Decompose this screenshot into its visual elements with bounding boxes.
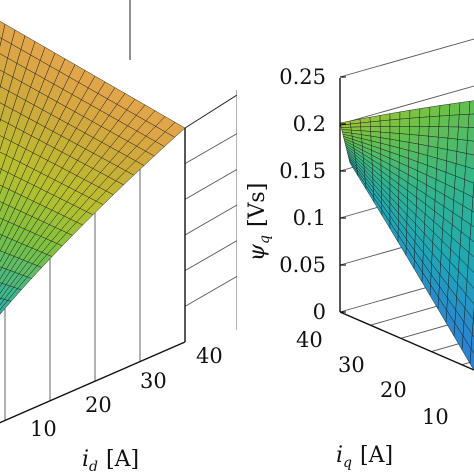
- right-surface-patch: [467, 113, 474, 128]
- left-surface-patch: [0, 69, 5, 87]
- z-tick-label: 0.05: [279, 253, 326, 277]
- right-surface-mesh: [339, 100, 474, 371]
- y-tick-label: 40: [296, 328, 323, 352]
- right-surface-patch: [470, 333, 474, 354]
- right-surface-patch: [469, 224, 474, 243]
- right-y-ticks: 40 30 20 10: [296, 328, 449, 429]
- left-wall-gridline: [184, 275, 237, 307]
- right-surface-patch: [465, 279, 474, 305]
- right-surface-patch: [428, 126, 440, 138]
- left-surface-plot: 10 20 30 40 id [A]: [0, 0, 237, 474]
- right-surface-patch: [419, 106, 431, 118]
- left-surface-mesh: [0, 21, 186, 315]
- right-z-axis-label: ψq[Vs]: [245, 183, 273, 262]
- y-tick-label: 30: [338, 353, 365, 377]
- right-surface-patch: [458, 100, 471, 116]
- right-surface-patch: [389, 126, 401, 134]
- left-surface-patch: [0, 234, 3, 241]
- right-surface-plot: 0 0.05 0.1 0.15 0.2 0.25 40 30 20 10 ψq[…: [245, 38, 474, 471]
- left-x-axis-label: id [A]: [82, 447, 139, 474]
- right-surface-patch: [370, 126, 381, 133]
- left-wall-grid: [184, 90, 237, 330]
- left-surface-patch: [0, 118, 1, 123]
- right-surface-patch: [379, 126, 391, 134]
- right-surface-patch: [399, 126, 410, 135]
- right-surface-patch: [419, 116, 430, 127]
- right-surface-patch: [418, 126, 430, 137]
- left-surface-patch: [0, 266, 3, 272]
- left-wall-gridline: [184, 204, 237, 236]
- right-surface-patch: [409, 126, 420, 136]
- right-z-ticks: 0 0.05 0.1 0.15 0.2 0.25: [279, 65, 326, 324]
- right-surface-patch: [360, 121, 371, 128]
- right-surface-patch: [439, 103, 451, 117]
- x-tick-label: 10: [30, 417, 57, 441]
- right-surface-patch: [456, 139, 468, 154]
- left-surface-patch: [0, 53, 8, 73]
- left-surface-patch: [0, 184, 4, 195]
- right-surface-patch: [437, 136, 449, 150]
- left-axis-box: [0, 128, 186, 424]
- right-surface-patch: [449, 102, 461, 116]
- left-surface-patch: [0, 312, 2, 315]
- right-surface-patch: [369, 120, 381, 127]
- left-surface-patch: [0, 102, 5, 120]
- right-surface-patch: [389, 118, 401, 127]
- right-surface-patch: [438, 115, 450, 128]
- z-tick-label: 0.1: [293, 206, 326, 230]
- right-surface-patch: [469, 348, 474, 371]
- left-wall-gridline: [184, 168, 237, 200]
- right-floor-gridline: [431, 338, 474, 352]
- right-surface-patch: [399, 118, 411, 127]
- x-tick-label: 30: [140, 369, 167, 393]
- left-surface-patch: [0, 135, 5, 151]
- right-surface-patch: [447, 137, 458, 152]
- right-z-tick-marks: [340, 76, 346, 313]
- x-tick-label: 20: [85, 393, 112, 417]
- right-surface-patch: [464, 166, 474, 184]
- z-tick-label: 0.25: [279, 65, 326, 89]
- right-surface-patch: [379, 119, 391, 127]
- right-surface-patch: [429, 105, 441, 117]
- right-surface-patch: [468, 100, 474, 115]
- right-wall-gridline: [339, 85, 474, 125]
- right-surface-patch: [447, 126, 459, 140]
- left-wall-gridline: [184, 240, 237, 272]
- right-surface-patch: [465, 153, 474, 170]
- right-wall-gridline: [339, 38, 474, 78]
- left-surface-patch: [0, 151, 7, 170]
- y-tick-label: 10: [422, 405, 449, 429]
- right-surface-patch: [457, 126, 469, 141]
- right-surface-patch: [466, 140, 474, 156]
- z-tick-label: 0.15: [279, 159, 326, 183]
- right-surface-patch: [458, 114, 470, 128]
- right-surface-patch: [438, 126, 449, 139]
- right-y-axis-label: iq [A]: [336, 443, 393, 471]
- left-surface-patch: [0, 21, 6, 39]
- left-surface-patch: [0, 217, 4, 227]
- right-surface-patch: [409, 108, 421, 119]
- right-surface-patch: [467, 127, 474, 142]
- left-surface-patch: [0, 168, 2, 175]
- right-surface-patch: [448, 114, 460, 128]
- left-surface-patch: [0, 282, 3, 288]
- right-surface-patch: [468, 238, 474, 258]
- z-tick-label: 0.2: [293, 112, 326, 136]
- right-surface-patch: [428, 115, 440, 127]
- y-tick-label: 20: [380, 378, 407, 402]
- left-surface-patch: [0, 201, 4, 212]
- right-axis-box: [339, 78, 474, 371]
- right-surface-patch: [399, 109, 411, 120]
- left-x-ticks: 10 20 30 40: [30, 344, 223, 441]
- left-wall-gridline: [184, 133, 237, 165]
- right-surface-patch: [467, 252, 474, 273]
- x-tick-label: 40: [196, 344, 223, 368]
- right-surface-patch: [409, 117, 420, 127]
- z-tick-label: 0: [313, 300, 326, 324]
- left-surface-patch: [0, 37, 2, 47]
- right-surface-patch: [470, 210, 474, 228]
